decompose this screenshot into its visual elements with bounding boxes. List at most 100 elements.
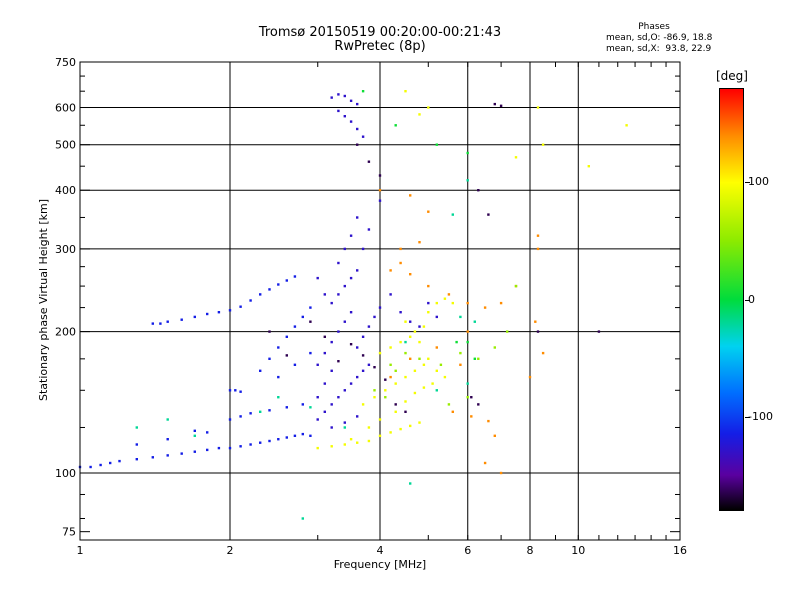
data-point [435,389,438,392]
data-point [367,160,371,163]
data-point [277,283,280,286]
data-point [361,90,365,93]
data-point [378,174,382,177]
grid-lines [80,62,680,540]
data-point [427,311,430,314]
data-point [361,247,365,251]
data-point [330,403,333,406]
data-point [389,293,392,296]
data-point [466,151,469,155]
data-point [118,459,121,463]
data-point [409,194,412,197]
data-point [399,247,402,251]
data-point [373,315,376,319]
data-point [384,378,387,381]
data-point [99,463,102,467]
data-point [404,410,407,413]
data-point [451,301,454,305]
data-point [330,426,333,429]
data-point [337,109,340,113]
data-point [277,346,280,349]
data-point [455,340,458,344]
data-point [285,436,288,439]
data-point [180,318,183,321]
data-point [514,284,518,288]
data-point [293,275,297,278]
data-point [349,120,353,123]
data-point [337,293,340,296]
data-point [367,228,371,231]
data-point [330,369,333,372]
data-point [316,418,319,421]
data-point [422,363,426,366]
data-point [259,293,262,296]
data-point [427,301,430,305]
data-point [435,143,438,146]
data-point [316,363,319,366]
data-point [373,396,376,399]
data-point [459,351,462,355]
data-points [78,90,628,520]
data-point [499,104,503,107]
data-point [384,389,387,392]
data-point [413,391,417,395]
data-point [466,382,469,385]
data-point [378,306,382,309]
data-point [536,247,540,251]
data-point [249,412,252,415]
data-point [378,199,382,202]
data-point [378,351,382,355]
data-point [323,293,326,296]
data-point [316,396,319,399]
data-point [323,410,326,413]
data-point [349,311,353,314]
colorbar-tick-label: -100 [748,410,773,423]
data-point [394,403,397,406]
data-point [422,386,426,389]
data-point [451,410,454,413]
data-point [473,357,476,360]
data-point [193,450,196,453]
colorbar-tick [745,182,750,183]
data-point [528,375,532,379]
data-point [459,315,462,319]
data-point [435,301,438,305]
data-point [309,320,312,323]
data-point [367,325,371,328]
data-point [356,375,359,379]
data-point [180,452,183,455]
data-point [422,325,426,328]
data-point [323,351,326,355]
data-point [228,418,232,421]
data-point [301,432,304,436]
data-point [249,443,252,446]
data-point [316,446,319,450]
y-tick-label: 600 [55,102,76,115]
data-point [587,165,590,168]
data-point [151,456,154,459]
colorbar-tick-label: 100 [748,175,769,188]
data-point [466,396,469,399]
x-tick-label: 8 [527,544,534,557]
data-point [536,330,540,333]
colorbar [719,88,744,511]
data-point [470,396,473,399]
data-point [323,382,326,385]
x-axis-label: Frequency [MHz] [334,558,426,571]
data-point [447,293,451,296]
data-point [277,375,280,379]
data-point [268,330,271,333]
data-point [404,375,407,379]
colorbar-tick [745,417,750,418]
data-point [373,366,376,369]
data-point [356,415,359,418]
data-point [399,311,402,314]
x-tick-label: 6 [464,544,471,557]
data-point [361,403,365,406]
data-point [389,375,392,379]
data-point [367,426,371,429]
data-point [330,96,333,99]
data-point [427,210,430,213]
data-point [343,389,346,392]
